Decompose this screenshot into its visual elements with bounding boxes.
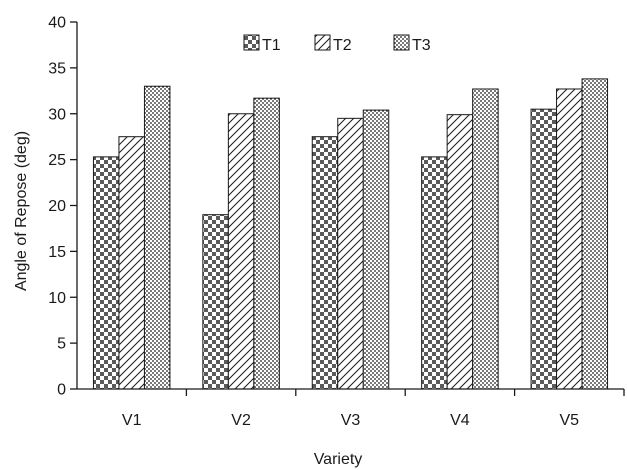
bar-t3-v3 xyxy=(362,109,390,390)
x-tick-label: V3 xyxy=(341,412,361,429)
legend-label-t2: T2 xyxy=(333,37,352,54)
y-tick-label: 40 xyxy=(48,15,66,32)
bar-t3-v4 xyxy=(472,88,499,390)
y-tick-label: 35 xyxy=(48,60,66,77)
y-tick-label: 0 xyxy=(57,382,66,399)
y-tick-label: 15 xyxy=(48,244,66,261)
y-tick-label: 30 xyxy=(48,106,66,123)
bar-t1-v1 xyxy=(92,156,120,390)
legend-label-t3: T3 xyxy=(412,37,431,54)
bars-group xyxy=(92,78,609,390)
bar-t3-v2 xyxy=(253,97,280,390)
x-tick-label: V4 xyxy=(450,412,470,429)
bar-t2-v2 xyxy=(227,113,255,390)
y-tick-label: 5 xyxy=(57,336,66,353)
bar-t3-v1 xyxy=(143,85,171,390)
bar-t1-v3 xyxy=(311,136,339,390)
x-tick-label: V2 xyxy=(231,412,251,429)
y-tick-label: 25 xyxy=(48,152,66,169)
bar-t2-v1 xyxy=(118,136,145,390)
x-tick-label: V1 xyxy=(122,412,142,429)
x-axis: V1 V2 V3 V4 V5 xyxy=(77,388,625,429)
bar-t2-v3 xyxy=(337,117,364,390)
legend-swatch-t1 xyxy=(243,34,260,51)
bar-t1-v2 xyxy=(202,214,229,390)
y-axis-title: Angle of Repose (deg) xyxy=(13,131,30,291)
x-tick-label: V5 xyxy=(560,412,580,429)
y-axis: 0 5 10 15 20 25 30 35 40 xyxy=(48,15,78,399)
x-axis-title: Variety xyxy=(314,451,363,468)
legend-swatch-t2 xyxy=(314,34,331,51)
bar-t1-v5 xyxy=(530,108,558,390)
bar-t1-v4 xyxy=(421,156,448,390)
legend-swatch-t3 xyxy=(393,34,410,51)
y-tick-label: 10 xyxy=(48,290,66,307)
bar-t2-v4 xyxy=(446,114,474,390)
bar-t2-v5 xyxy=(556,88,583,390)
y-tick-label: 20 xyxy=(48,198,66,215)
legend: T1 T2 T3 xyxy=(243,34,431,54)
bar-t3-v5 xyxy=(581,78,609,390)
legend-label-t1: T1 xyxy=(262,37,281,54)
